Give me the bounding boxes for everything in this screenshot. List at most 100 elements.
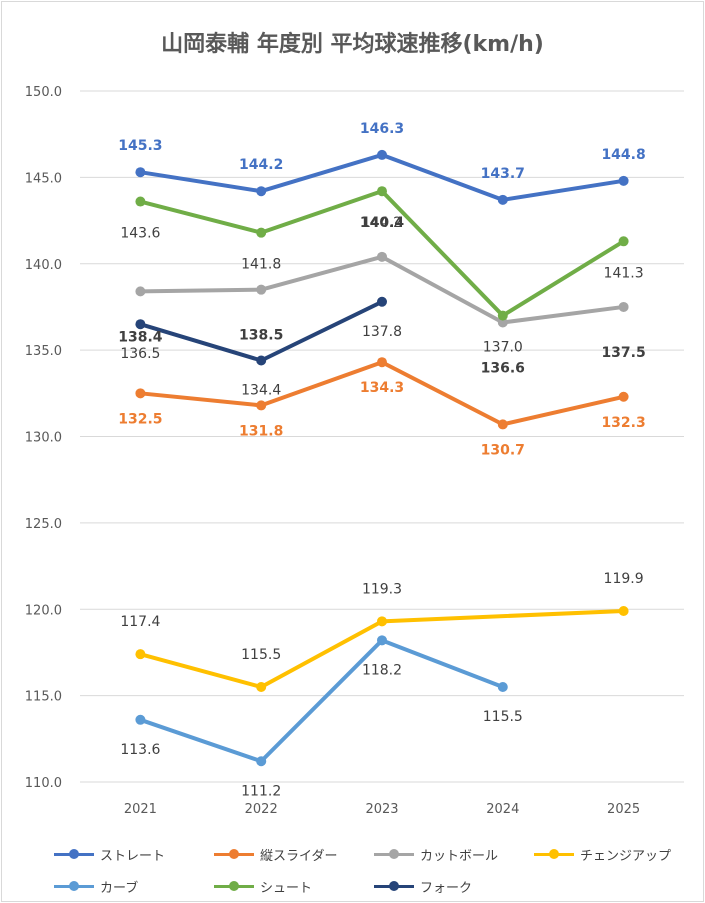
legend-swatch-dot [549, 849, 559, 859]
x-tick-label: 2025 [607, 802, 640, 817]
legend-row: ストレート 縦スライダー カットボール チェンジアップ [52, 838, 692, 870]
data-point [618, 175, 629, 186]
legend-label: 縦スライダー [260, 848, 338, 864]
y-tick-label: 130.0 [25, 431, 62, 446]
legend-label: カーブ [100, 880, 139, 896]
legend-swatch [212, 847, 256, 861]
x-tick-label: 2023 [365, 802, 398, 817]
data-label: 134.4 [241, 382, 281, 398]
legend-swatch-dot [69, 881, 79, 891]
data-point [135, 319, 146, 330]
data-label: 137.0 [483, 340, 523, 356]
data-point [377, 186, 387, 197]
data-point [618, 391, 629, 402]
legend-item: フォーク [372, 877, 532, 896]
data-point [377, 296, 387, 307]
data-label: 136.6 [481, 360, 525, 376]
data-label: 118.2 [362, 662, 402, 678]
data-point [256, 186, 267, 197]
legend-item: チェンジアップ [532, 845, 692, 864]
chart-title: 山岡泰輔 年度別 平均球速推移(km/h) [161, 32, 544, 57]
data-label: 113.6 [120, 742, 160, 758]
series-line [138, 254, 626, 325]
data-point [256, 400, 267, 411]
data-label: 144.2 [239, 157, 283, 173]
data-point [377, 357, 387, 368]
legend-label: カットボール [420, 848, 499, 864]
data-point [377, 149, 387, 160]
legend-swatch-dot [229, 881, 239, 891]
data-point [377, 251, 387, 262]
series-line [138, 638, 505, 764]
data-label: 138.4 [118, 329, 163, 345]
data-point [497, 419, 508, 430]
data-label: 115.5 [241, 647, 281, 663]
y-tick-label: 145.0 [25, 171, 62, 186]
data-label: 143.7 [481, 166, 525, 182]
data-point [135, 286, 146, 297]
y-tick-label: 140.0 [25, 258, 62, 273]
y-tick-label: 135.0 [25, 344, 62, 359]
data-point [135, 167, 146, 178]
legend-swatch [372, 847, 416, 861]
data-point [497, 317, 508, 328]
data-label: 138.5 [239, 328, 283, 344]
y-tick-label: 110.0 [25, 776, 62, 791]
legend-swatch-dot [389, 881, 399, 891]
data-label: 115.5 [483, 709, 523, 725]
data-label: 144.2 [362, 215, 402, 231]
legend-swatch-dot [389, 849, 399, 859]
data-point [135, 714, 146, 725]
legend-label: フォーク [420, 880, 473, 896]
legend-row: カーブ シュート フォーク [52, 870, 692, 902]
legend-swatch [52, 879, 96, 893]
x-tick-label: 2022 [245, 802, 278, 817]
data-label: 144.8 [601, 147, 645, 163]
data-label: 119.3 [362, 581, 402, 597]
legend-item: カットボール [372, 845, 532, 864]
legend-item: シュート [212, 877, 372, 896]
data-label: 137.8 [362, 324, 402, 340]
data-label: 146.3 [360, 121, 404, 137]
data-label: 117.4 [120, 614, 160, 630]
data-point [497, 194, 508, 205]
data-label: 141.8 [241, 257, 281, 273]
data-point [377, 635, 387, 646]
y-tick-label: 115.0 [25, 690, 62, 705]
data-point [497, 310, 508, 321]
y-tick-label: 120.0 [25, 603, 62, 618]
data-label: 130.7 [481, 442, 525, 458]
data-label: 136.5 [120, 346, 160, 362]
data-label: 145.3 [118, 138, 162, 154]
series-line [138, 608, 626, 689]
data-label: 132.5 [118, 411, 162, 427]
data-label: 143.6 [120, 226, 160, 242]
data-label: 137.5 [601, 345, 645, 361]
data-point [497, 681, 508, 692]
data-label: 141.3 [604, 265, 644, 281]
y-tick-label: 150.0 [25, 85, 62, 100]
data-point [377, 616, 387, 627]
legend-swatch [372, 879, 416, 893]
data-point [256, 756, 267, 767]
data-label: 119.9 [604, 571, 644, 587]
legend-label: ストレート [100, 848, 166, 864]
y-tick-label: 125.0 [25, 517, 62, 532]
data-label: 111.2 [241, 783, 281, 799]
data-point [256, 681, 267, 692]
data-label: 132.3 [601, 415, 645, 431]
legend-swatch [212, 879, 256, 893]
legend-swatch [52, 847, 96, 861]
legend-swatch-dot [69, 849, 79, 859]
data-point [256, 284, 267, 295]
data-label: 140.4 [360, 215, 405, 231]
legend-item: 縦スライダー [212, 845, 372, 864]
x-tick-label: 2024 [486, 802, 519, 817]
legend-swatch-dot [229, 849, 239, 859]
data-label: 134.3 [360, 380, 404, 396]
x-tick-label: 2021 [124, 802, 157, 817]
data-point [256, 355, 267, 366]
legend: ストレート 縦スライダー カットボール チェンジアップカーブ シュート フォーク [52, 838, 692, 902]
